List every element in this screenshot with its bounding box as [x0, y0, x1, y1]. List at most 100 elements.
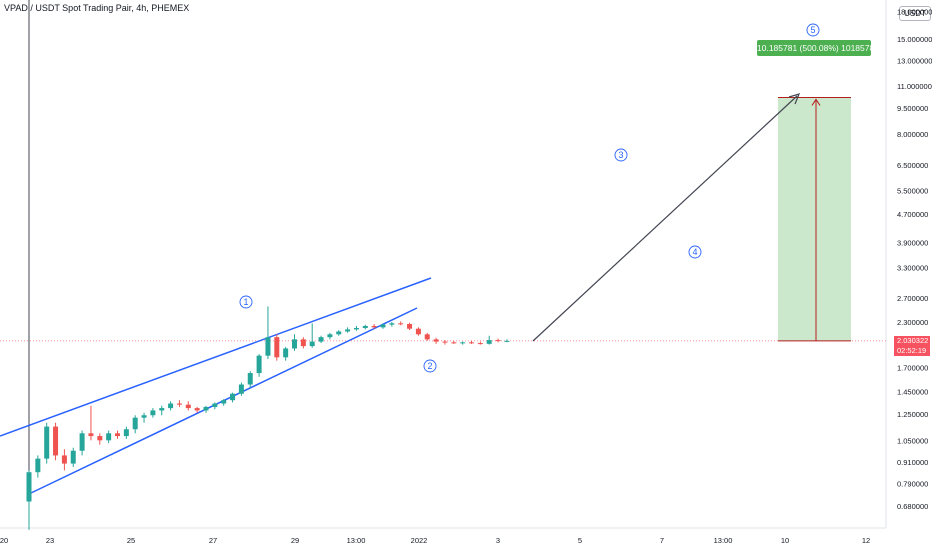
candle-body — [185, 404, 191, 409]
candle-body — [292, 339, 297, 349]
candle-body — [141, 415, 147, 418]
candle-body — [283, 348, 289, 358]
y-tick-label: 3.300000 — [897, 264, 928, 273]
candle-body — [194, 408, 200, 411]
wave-label-circle — [806, 23, 820, 37]
candle-body — [106, 433, 112, 441]
candle-body — [238, 384, 244, 394]
wave-label-5: 5 — [810, 25, 815, 35]
candle-body — [256, 355, 262, 374]
y-tick-label: 2.700000 — [897, 294, 928, 303]
candle-body — [265, 337, 271, 356]
y-tick-label: 9.500000 — [897, 104, 928, 113]
wave-label-circle — [239, 295, 253, 309]
x-tick-label: 20 — [0, 536, 8, 545]
current-price-badge: 2.030322 02:52:19 — [894, 336, 930, 356]
x-tick-label: 7 — [660, 536, 664, 545]
y-tick-label: 0.910000 — [897, 458, 928, 467]
y-tick-label: 15.000000 — [897, 35, 932, 44]
y-tick-label: 1.050000 — [897, 436, 928, 445]
wave-label-circle — [614, 148, 628, 162]
candle-body — [495, 340, 501, 342]
candle-body — [79, 433, 85, 451]
candle-body — [309, 341, 315, 347]
x-tick-label: 3 — [496, 536, 500, 545]
candle-body — [221, 400, 227, 404]
candle-body — [486, 340, 492, 344]
x-tick-label: 10 — [781, 536, 789, 545]
candle-body — [460, 342, 466, 344]
candle-body — [132, 417, 138, 430]
candle-body — [61, 455, 67, 464]
wave-label-1: 1 — [243, 297, 248, 307]
y-tick-label: 1.250000 — [897, 410, 928, 419]
y-tick-label: 5.500000 — [897, 186, 928, 195]
x-tick-label: 29 — [291, 536, 299, 545]
currency-label[interactable]: USDT — [899, 6, 931, 21]
y-tick-label: 6.500000 — [897, 161, 928, 170]
candle-body — [424, 334, 430, 340]
wave-label-4: 4 — [692, 247, 697, 257]
candle-body — [44, 426, 50, 459]
wave-label-2: 2 — [427, 361, 432, 371]
x-tick-label: 25 — [127, 536, 135, 545]
candle-body — [345, 329, 351, 332]
candle-body — [53, 426, 59, 456]
candle-body — [97, 436, 103, 441]
y-tick-label: 13.000000 — [897, 57, 932, 66]
candle-body — [407, 323, 413, 329]
y-tick-label: 0.790000 — [897, 479, 928, 488]
y-tick-label: 8.000000 — [897, 130, 928, 139]
candle-body — [88, 433, 94, 437]
x-tick-label: 23 — [46, 536, 54, 545]
candle-body — [442, 341, 448, 343]
candle-body — [203, 406, 209, 411]
candle-body — [353, 328, 359, 330]
candle-body — [398, 323, 404, 325]
y-tick-label: 3.900000 — [897, 238, 928, 247]
y-tick-label: 18.000000 — [897, 8, 932, 17]
x-tick-label: 27 — [209, 536, 217, 545]
candle-body — [389, 323, 395, 325]
candle-body — [380, 324, 386, 328]
x-tick-label: 13:00 — [714, 536, 733, 545]
candle-body — [247, 373, 253, 385]
candle-body — [115, 433, 120, 437]
target-label: 10.185781 (500.08%) 10185781 — [757, 40, 879, 56]
candle-body — [274, 337, 280, 358]
candle-body — [35, 458, 41, 473]
x-tick-label: 5 — [578, 536, 582, 545]
candle-body — [168, 403, 174, 409]
candle-body — [362, 325, 368, 329]
candle-body — [451, 342, 457, 344]
y-tick-label: 11.000000 — [897, 82, 932, 91]
current-price: 2.030322 — [897, 336, 929, 345]
candle-body — [415, 328, 421, 335]
candle-body — [336, 331, 342, 335]
y-tick-label: 2.300000 — [897, 318, 928, 327]
candle-body — [176, 403, 182, 405]
candle-body — [150, 410, 156, 416]
candle-body — [371, 325, 377, 328]
candle-body — [70, 450, 76, 464]
bar-countdown: 02:52:19 — [897, 346, 927, 355]
projection-arrow — [532, 95, 798, 342]
target-zone — [778, 97, 851, 341]
y-tick-label: 0.680000 — [897, 502, 928, 511]
upper-trendline — [0, 277, 432, 437]
y-tick-label: 1.450000 — [897, 388, 928, 397]
x-tick-label: 12 — [862, 536, 870, 545]
candle-body — [123, 429, 129, 437]
x-tick-label: 13:00 — [347, 536, 366, 545]
chart-title: VPAD / USDT Spot Trading Pair, 4h, PHEME… — [4, 3, 190, 13]
candle-body — [159, 408, 165, 411]
candle-body — [504, 340, 510, 342]
candle-body — [212, 403, 218, 407]
projection-arrow-head — [788, 93, 801, 105]
candle-body — [469, 342, 474, 344]
wave-label-circle — [688, 245, 702, 259]
candle-body — [300, 339, 306, 347]
candle-body — [433, 339, 439, 342]
